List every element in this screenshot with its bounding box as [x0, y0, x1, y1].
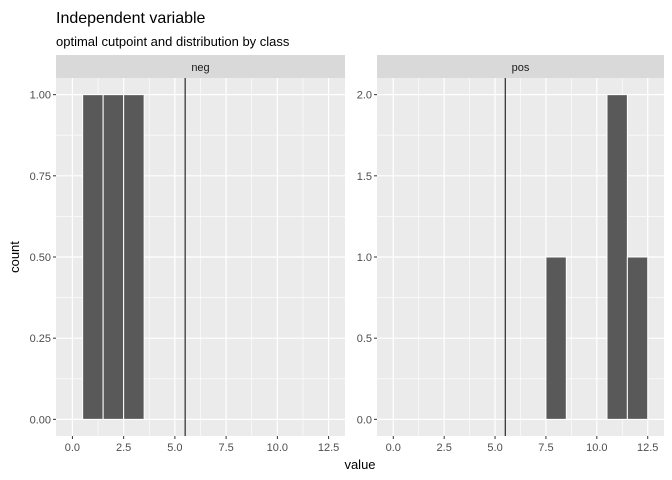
- x-axis-title: value: [344, 457, 375, 472]
- facet-strip: [56, 55, 345, 78]
- y-tick-label: 0.00: [30, 414, 51, 426]
- facet-panels: neg 0.00 0.25 0.50 0.75 1.00 0.0 2.5 5.0 7.5 10.0 1…: [30, 55, 664, 454]
- y-tick-label: 1.00: [30, 90, 51, 102]
- facet-panel-neg: neg 0.00 0.25 0.50 0.75 1.00 0.0 2.5 5.0 7.5 10.0 1…: [30, 55, 345, 454]
- histogram-bar: [626, 256, 649, 420]
- facet-panel-pos: pos 0.0 0.5 1.0 1.5 2.0 0.0 2.5 5.0 7.5 10.0 12.5: [357, 55, 664, 454]
- x-tick-label: 12.5: [318, 442, 339, 454]
- histogram-bar: [102, 94, 125, 420]
- histogram-bar: [606, 94, 628, 420]
- facet-strip-label: neg: [191, 62, 209, 74]
- y-tick-label: 0.25: [30, 333, 51, 345]
- y-tick-label: 0.50: [30, 252, 51, 264]
- x-tick-label: 10.0: [267, 442, 288, 454]
- chart-title: Independent variable: [56, 10, 206, 27]
- x-tick-label: 5.0: [487, 442, 502, 454]
- y-tick-label: 2.0: [357, 90, 372, 102]
- histogram-bar: [82, 94, 104, 420]
- y-tick-label: 0.0: [357, 414, 372, 426]
- x-tick-label: 5.0: [167, 442, 182, 454]
- x-tick-label: 0.0: [65, 442, 80, 454]
- x-tick-label: 2.5: [437, 442, 452, 454]
- x-tick-label: 7.5: [218, 442, 233, 454]
- x-tick-label: 0.0: [386, 442, 401, 454]
- y-tick-label: 0.5: [357, 333, 372, 345]
- y-tick-label: 1.0: [357, 252, 372, 264]
- histogram-bar: [545, 256, 567, 420]
- y-tick-label: 1.5: [357, 171, 372, 183]
- x-tick-label: 7.5: [538, 442, 553, 454]
- histogram-bar: [123, 94, 145, 420]
- x-tick-label: 10.0: [586, 442, 607, 454]
- x-tick-label: 12.5: [637, 442, 658, 454]
- facet-strip-label: pos: [512, 62, 530, 74]
- chart-subtitle: optimal cutpoint and distribution by cla…: [56, 34, 290, 49]
- y-tick-label: 0.75: [30, 171, 51, 183]
- x-tick-label: 2.5: [116, 442, 131, 454]
- facet-strip: [377, 55, 664, 78]
- y-axis-title: count: [7, 241, 22, 273]
